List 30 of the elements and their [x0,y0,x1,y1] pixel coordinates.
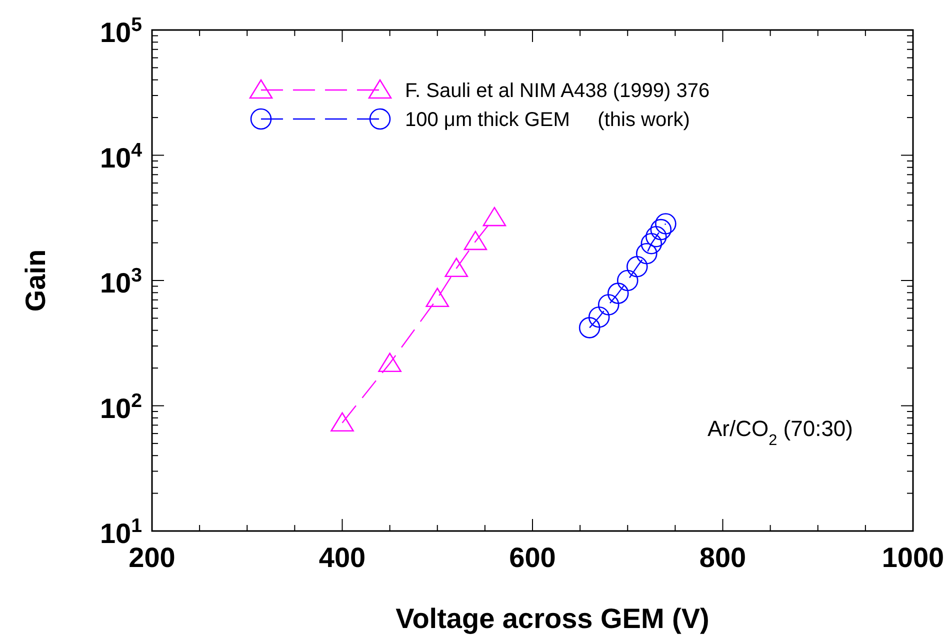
point [378,352,402,372]
point [464,230,488,250]
point [616,270,638,292]
point [650,218,672,240]
y-tick-label: 10$^{4}$ [100,139,142,174]
x-tick-label: 600 [509,542,556,573]
point [330,412,354,432]
point [482,206,506,226]
point [640,232,662,254]
x-axis-title: Voltage across GEM (V) [396,603,710,634]
point [655,213,676,234]
point [646,226,667,248]
point [626,256,648,278]
point [607,282,629,304]
y-axis-title: Gain [20,249,51,312]
point [588,306,610,328]
legend-label: 100 μm thick GEM (this work) [405,109,690,131]
point [578,317,600,338]
x-tick-label: 400 [318,542,366,573]
y-tick-label: 10$^{2}$ [100,390,142,424]
y-tick-label: 10$^{3}$ [100,264,142,298]
legend-label: F. Sauli et al NIM A438 (1999) 376 [405,80,710,102]
point [598,294,620,316]
y-tick-label: 10$^{5}$ [100,14,142,48]
x-tick-label: 800 [699,542,746,573]
point [444,258,468,278]
point [636,242,658,264]
x-tick-label: 1000 [882,542,944,573]
point [426,288,450,308]
annotation: Ar/CO$_{2}$ (70:30) [707,416,853,448]
